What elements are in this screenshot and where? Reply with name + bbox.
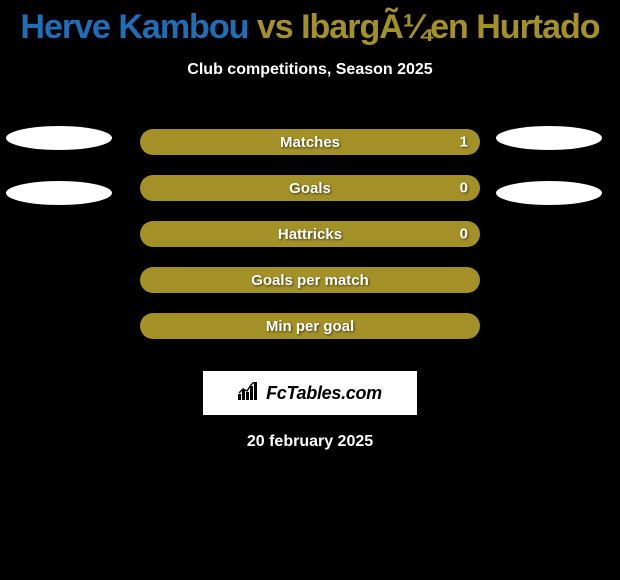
stat-label: Min per goal [266, 318, 354, 335]
stat-row: Min per goal [0, 303, 620, 349]
title-left: Herve Kambou [20, 8, 248, 46]
side-oval-left [6, 126, 112, 150]
stat-row: Goals per match [0, 257, 620, 303]
side-oval-left [6, 181, 112, 205]
subtitle: Club competitions, Season 2025 [0, 61, 620, 79]
page-title: Herve Kambou vs IbargÃ¼en Hurtado [0, 0, 620, 47]
stats-container: Matches 1 Goals 0 Hattricks 0 Goals per match M… [0, 119, 620, 349]
bars-icon [238, 382, 260, 405]
stat-bar: Goals 0 [140, 175, 480, 201]
title-right: IbargÃ¼en Hurtado [301, 8, 599, 46]
stat-label: Hattricks [278, 226, 342, 243]
side-oval-right [496, 126, 602, 150]
stat-bar: Goals per match [140, 267, 480, 293]
logo-text: FcTables.com [266, 383, 382, 404]
date: 20 february 2025 [0, 433, 620, 451]
stat-bar: Hattricks 0 [140, 221, 480, 247]
stat-label: Goals per match [251, 272, 369, 289]
stat-value: 0 [460, 226, 468, 243]
logo-box: FcTables.com [203, 371, 417, 415]
stat-row: Hattricks 0 [0, 211, 620, 257]
stat-row: Matches 1 [0, 119, 620, 165]
stat-label: Matches [280, 134, 340, 151]
stat-bar: Matches 1 [140, 129, 480, 155]
side-oval-right [496, 181, 602, 205]
title-vs: vs [248, 8, 301, 46]
stat-bar: Min per goal [140, 313, 480, 339]
stat-value: 1 [460, 134, 468, 151]
stat-row: Goals 0 [0, 165, 620, 211]
stat-label: Goals [289, 180, 331, 197]
stat-value: 0 [460, 180, 468, 197]
